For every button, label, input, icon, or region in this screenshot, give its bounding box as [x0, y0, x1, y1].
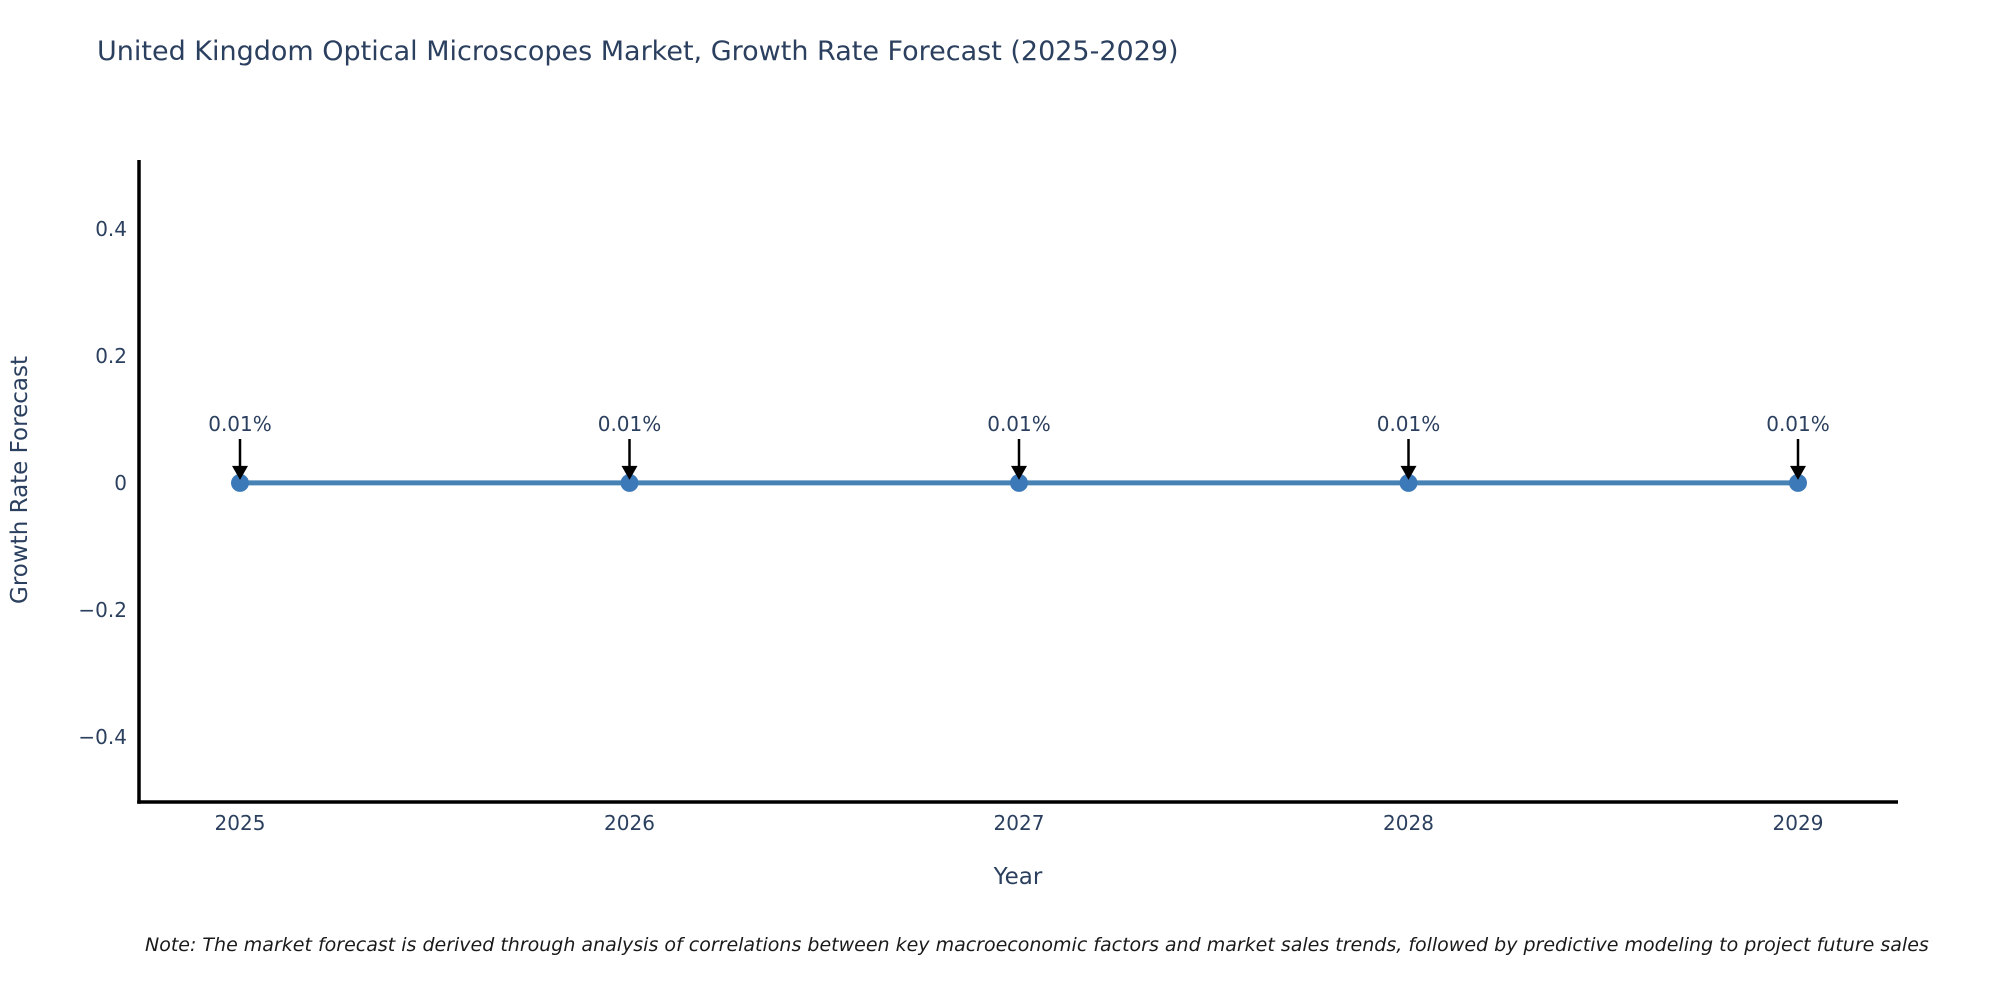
- annotation-label: 0.01%: [598, 412, 662, 436]
- y-tick-label: 0: [114, 471, 127, 495]
- y-axis-title: Growth Rate Forecast: [7, 356, 33, 604]
- y-tick-label: 0.4: [95, 217, 127, 241]
- annotation-label: 0.01%: [208, 412, 272, 436]
- annotation-label: 0.01%: [1377, 412, 1441, 436]
- series-layer: 0.4 0.2 0 −0.2 −0.4 2025 2026 2027 2028 2029 0.01%…: [78, 217, 1829, 835]
- annotation-label: 0.01%: [987, 412, 1051, 436]
- chart-title: United Kingdom Optical Microscopes Marke…: [97, 36, 1179, 67]
- x-tick-label: 2029: [1773, 811, 1824, 835]
- data-point-marker: [1399, 473, 1418, 492]
- annotation-arrowhead: [232, 465, 248, 480]
- annotation-arrowhead: [1011, 465, 1027, 480]
- x-tick-label: 2027: [994, 811, 1045, 835]
- data-point-marker: [620, 473, 639, 492]
- data-point-marker: [231, 473, 249, 492]
- data-point-marker: [1789, 473, 1807, 492]
- y-tick-label: −0.2: [78, 598, 127, 622]
- x-tick-label: 2025: [215, 811, 266, 835]
- footnote: Note: The market forecast is derived thr…: [145, 934, 1929, 956]
- y-tick-label: 0.2: [95, 344, 127, 368]
- x-axis-title: Year: [993, 864, 1043, 890]
- x-tick-label: 2028: [1383, 811, 1434, 835]
- annotation-label: 0.01%: [1766, 412, 1830, 436]
- data-point-marker: [1010, 473, 1028, 492]
- y-tick-label: −0.4: [78, 725, 127, 749]
- annotation-arrowhead: [1400, 465, 1417, 480]
- x-tick-label: 2026: [604, 811, 655, 835]
- annotation-arrowhead: [1790, 465, 1806, 480]
- annotation-arrowhead: [621, 465, 638, 480]
